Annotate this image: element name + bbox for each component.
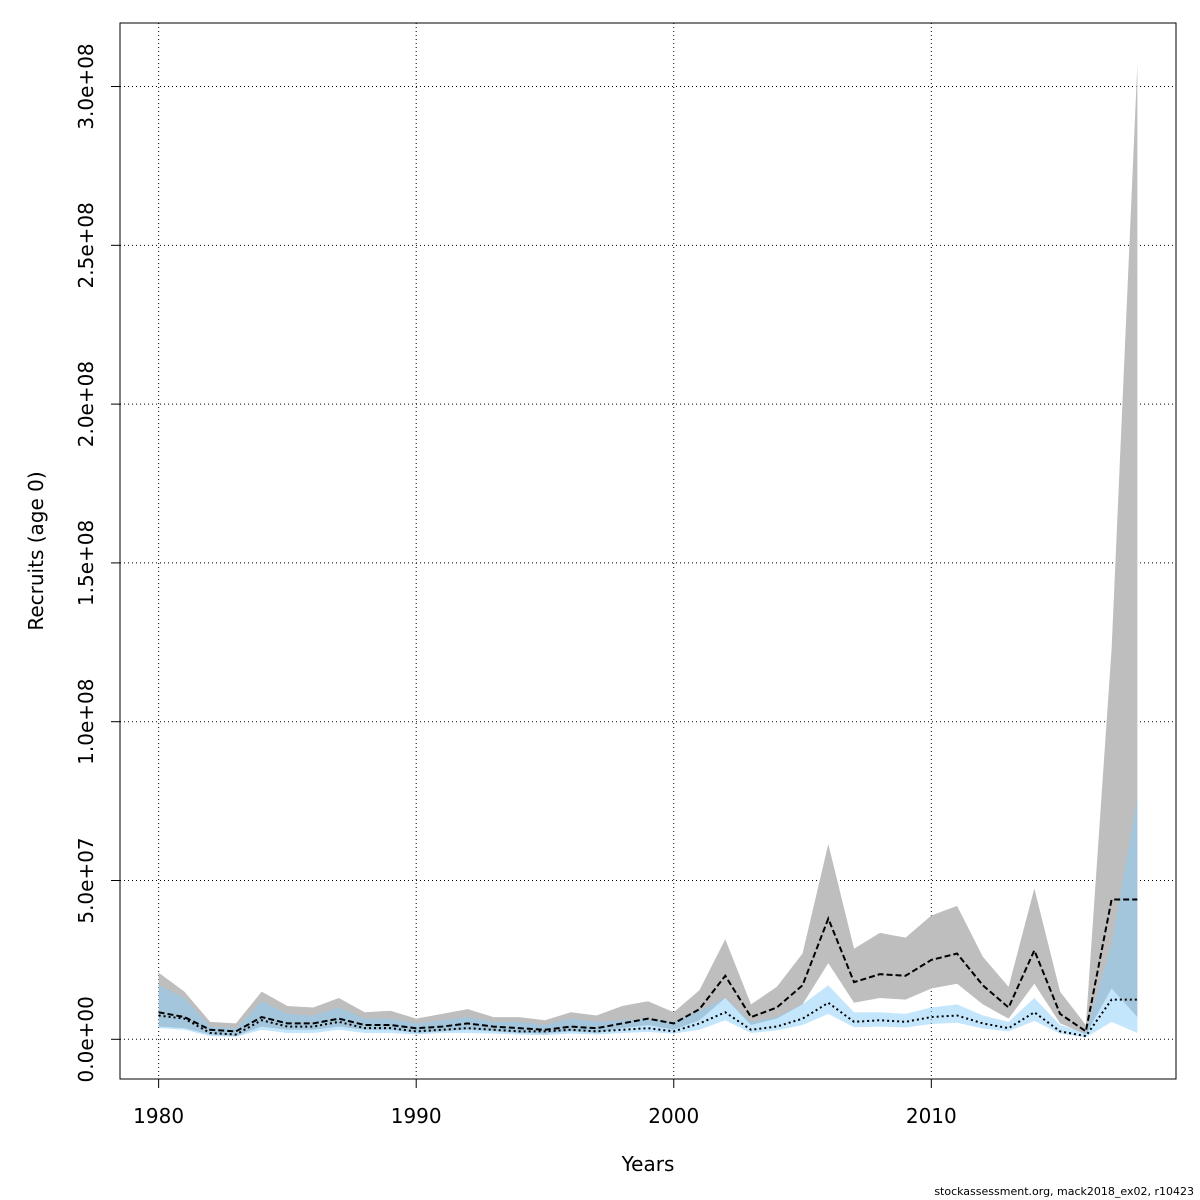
y-axis: 0.0e+00 5.0e+07 1.0e+08 1.5e+08 2.0e+08 2.5e+… (74, 43, 121, 1082)
y-axis-title: Recruits (age 0) (24, 471, 48, 630)
y-tick-label: 5.0e+07 (74, 837, 98, 923)
y-tick-label: 2.5e+08 (74, 202, 98, 288)
x-tick-label: 1990 (391, 1104, 442, 1128)
plot-frame (119, 22, 1177, 1080)
confidence-bands (158, 64, 1138, 1038)
grid-lines (120, 23, 1176, 1079)
y-tick-label: 0.0e+00 (74, 996, 98, 1082)
x-tick-label: 2000 (648, 1104, 699, 1128)
x-tick-label: 1980 (133, 1104, 184, 1128)
y-tick-label: 1.0e+08 (74, 679, 98, 765)
x-axis: 1980 1990 2000 2010 (133, 1078, 957, 1128)
y-tick-label: 2.0e+08 (74, 361, 98, 447)
y-tick-label: 1.5e+08 (74, 520, 98, 606)
x-tick-label: 2010 (906, 1104, 957, 1128)
x-axis-title: Years (621, 1152, 675, 1176)
estimate-line-dashed (158, 898, 1138, 1034)
confidence-band-gray (158, 64, 1138, 1037)
footer-credit: stockassessment.org, mack2018_ex02, r104… (934, 1185, 1194, 1198)
estimate-line-dotted (158, 998, 1138, 1038)
confidence-band-blue (158, 797, 1138, 1038)
y-tick-label: 3.0e+08 (74, 43, 98, 129)
series-lines (158, 898, 1138, 1038)
